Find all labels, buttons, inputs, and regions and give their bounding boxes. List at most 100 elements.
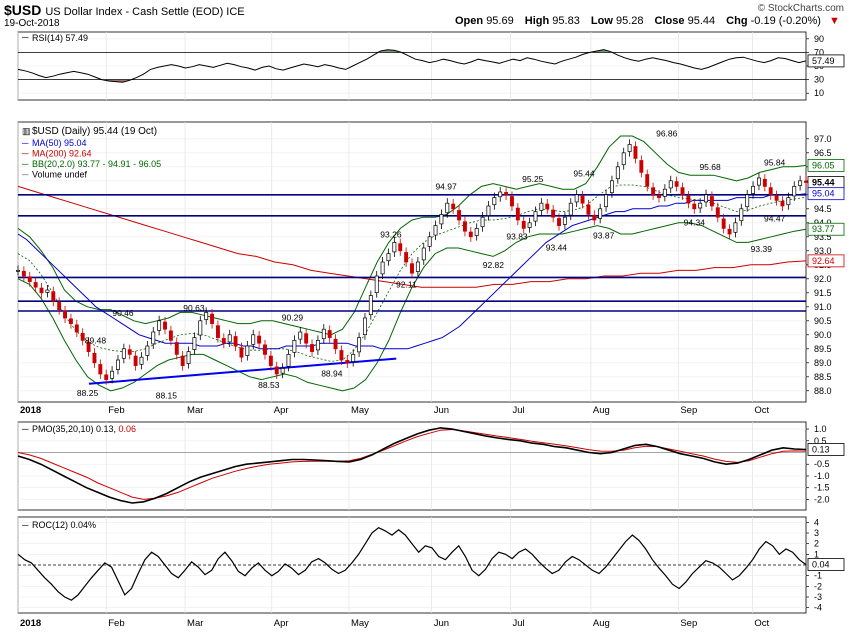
roc-tick-label: 2 xyxy=(814,539,819,549)
price-annotation: 93.26 xyxy=(380,230,402,240)
candle-body xyxy=(333,338,338,350)
price-tick-label: 89.0 xyxy=(814,358,832,368)
open-value: 95.69 xyxy=(486,15,514,27)
high-value: 95.83 xyxy=(552,15,580,27)
candle-body xyxy=(433,225,438,236)
credit-link[interactable]: © StockCharts.com xyxy=(757,3,844,14)
candle-body xyxy=(739,208,744,222)
candle-body xyxy=(715,207,720,218)
candle-body xyxy=(780,200,785,207)
candle-body xyxy=(104,374,109,380)
legend-entry: MA(50) 95.04 xyxy=(32,138,87,148)
candle-body xyxy=(668,180,673,189)
price-last-label-box xyxy=(807,187,845,201)
price-last-label: 96.05 xyxy=(812,160,835,170)
price-tick-label: 90.5 xyxy=(814,316,832,326)
symbol-description: US Dollar Index - Cash Settle (EOD) ICE xyxy=(45,6,245,18)
low-value: 95.28 xyxy=(615,15,644,27)
roc-tick-label: 4 xyxy=(814,517,819,527)
price-tick-label: 88.5 xyxy=(814,372,832,382)
candle-body xyxy=(251,334,256,345)
roc-title: ROC(12) 0.04% xyxy=(32,520,96,530)
candle-body xyxy=(574,194,579,203)
legend-entry: MA(200) 92.64 xyxy=(32,149,92,159)
roc-tick-label: 1 xyxy=(814,549,819,559)
candle-body xyxy=(280,368,285,374)
candle-body xyxy=(562,216,567,225)
candle-body xyxy=(286,354,291,367)
open-label: Open xyxy=(455,15,484,27)
candle-body xyxy=(404,252,409,263)
pmo-line xyxy=(17,427,807,504)
candle-body xyxy=(245,345,250,356)
candle-body xyxy=(515,207,520,221)
price-tick-label: 92.0 xyxy=(814,274,832,284)
rsi-tick-label: 70 xyxy=(814,47,824,57)
month-label: Oct xyxy=(754,405,769,416)
candle-body xyxy=(357,337,362,353)
candle-body xyxy=(698,202,703,209)
candle-body xyxy=(263,344,267,355)
candle-body xyxy=(268,355,273,366)
candle-body xyxy=(33,282,38,288)
candle-body xyxy=(786,197,791,206)
candle-body xyxy=(598,208,603,219)
price-annotation: 88.25 xyxy=(77,388,99,398)
candle-body xyxy=(486,205,491,216)
pmo-legend-swatch: ─ xyxy=(21,424,29,434)
candle-body xyxy=(51,291,56,302)
candle-body xyxy=(392,242,397,253)
candle-body xyxy=(439,214,444,225)
month-label: Jun xyxy=(434,405,449,416)
candle-body xyxy=(304,333,309,344)
candle-body xyxy=(274,366,279,375)
rsi-legend-swatch: ─ xyxy=(21,32,29,42)
price-title: $USD (Daily) 95.44 (19 Oct) xyxy=(32,126,157,137)
candle-body xyxy=(345,360,350,364)
candle-body xyxy=(745,194,750,208)
candle-body xyxy=(363,317,367,336)
candle-body xyxy=(804,180,808,183)
price-annotation: 93.39 xyxy=(751,244,773,254)
price-tick-label: 90.0 xyxy=(814,330,832,340)
candle-body xyxy=(210,313,215,324)
candle-body xyxy=(645,174,650,187)
symbol-title: $USD xyxy=(4,2,42,18)
candle-body xyxy=(521,220,526,229)
rsi-tick-label: 90 xyxy=(814,34,824,44)
price-annotation: 94.34 xyxy=(684,217,706,227)
candle-body xyxy=(580,195,585,204)
candle-body xyxy=(627,144,632,152)
month-label: Feb xyxy=(108,405,124,416)
candle-body xyxy=(63,310,67,319)
pmo-tick-label: -1.0 xyxy=(814,471,830,481)
rsi-tick-label: 30 xyxy=(814,75,824,85)
candle-body xyxy=(398,243,403,252)
chart-date: 19-Oct-2018 xyxy=(4,18,60,29)
pmo-last-label: 0.13 xyxy=(812,444,830,454)
price-annotation: 94.47 xyxy=(764,214,786,224)
legend-swatch: ─ xyxy=(21,149,29,159)
candle-body xyxy=(80,332,85,341)
candle-body xyxy=(727,228,732,235)
candle-body xyxy=(651,187,656,196)
price-annotation: 93.87 xyxy=(593,230,615,240)
rsi-last-label-box xyxy=(807,54,845,68)
price-tick-label: 91.0 xyxy=(814,302,832,312)
candle-body xyxy=(204,312,209,320)
candle-body xyxy=(421,247,426,261)
legend-swatch: ─ xyxy=(21,159,29,169)
candle-body xyxy=(492,197,497,206)
candle-body xyxy=(39,287,44,294)
candle-body xyxy=(410,263,414,274)
rsi-overbought-fill xyxy=(18,49,806,53)
price-annotation: 95.84 xyxy=(764,157,786,167)
roc-last-label-box xyxy=(807,558,845,571)
candle-body xyxy=(768,187,773,196)
candle-body xyxy=(751,186,756,194)
candle-body xyxy=(704,194,708,203)
candle-body xyxy=(451,203,456,210)
price-annotation: 95.68 xyxy=(699,162,721,172)
candle-body xyxy=(327,330,332,338)
